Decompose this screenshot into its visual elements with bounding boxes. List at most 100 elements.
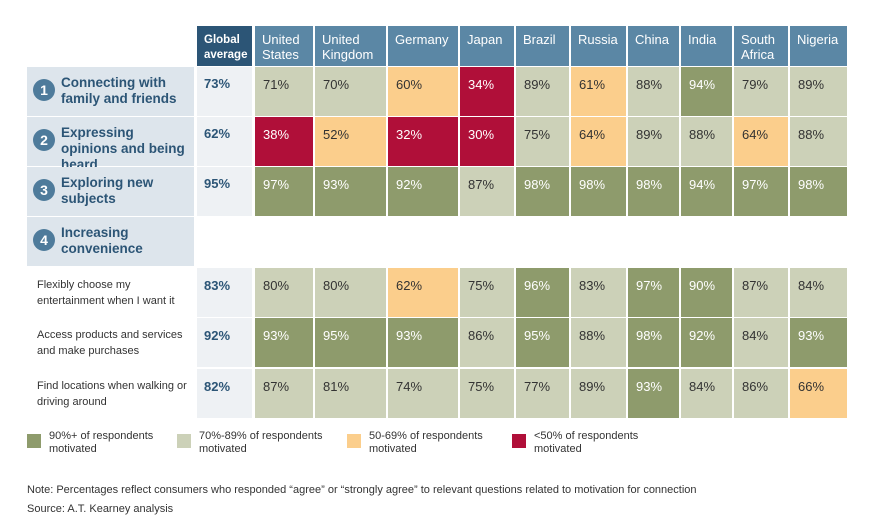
source-note: Source: A.T. Kearney analysis — [27, 503, 174, 515]
table-cell: 61% — [571, 67, 626, 116]
table-cell: 98% — [628, 167, 679, 216]
table-cell: 92% — [681, 318, 732, 367]
table-cell: 98% — [571, 167, 626, 216]
table-cell: 83% — [571, 268, 626, 317]
legend: 90%+ of respondents motivated 70%-89% of… — [0, 428, 873, 460]
column-header: Japan — [460, 26, 514, 66]
column-header: United Kingdom — [315, 26, 386, 66]
global-average-value: 73% — [197, 67, 252, 116]
table-cell: 60% — [388, 67, 458, 116]
legend-label: 90%+ of respondents motivated — [49, 430, 154, 455]
table-cell: 75% — [460, 369, 514, 418]
table-cell: 70% — [315, 67, 386, 116]
column-header: China — [628, 26, 679, 66]
table-cell: 71% — [255, 67, 313, 116]
table-cell: 94% — [681, 67, 732, 116]
row-label: 4 Increasing convenience — [27, 217, 194, 266]
table-cell: 97% — [734, 167, 788, 216]
table-cell: 93% — [790, 318, 847, 367]
legend-swatch — [512, 434, 526, 448]
table-cell: 97% — [628, 268, 679, 317]
legend-label: 70%-89% of respondents motivated — [199, 430, 323, 455]
table-cell: 62% — [388, 268, 458, 317]
table-cell: 89% — [516, 67, 569, 116]
legend-swatch — [27, 434, 41, 448]
global-average-value: 92% — [197, 318, 252, 367]
row-label: Find locations when walking or driving a… — [27, 369, 194, 418]
table-cell: 94% — [681, 167, 732, 216]
motivation-table: Global average United States United Kingdo… — [27, 26, 847, 418]
global-average-value: 95% — [197, 167, 252, 216]
table-cell: 38% — [255, 117, 313, 166]
table-cell: 86% — [734, 369, 788, 418]
table-cell: 93% — [315, 167, 386, 216]
table-cell: 93% — [388, 318, 458, 367]
table-cell: 75% — [516, 117, 569, 166]
table-cell: 74% — [388, 369, 458, 418]
table-cell: 79% — [734, 67, 788, 116]
column-header: United States — [255, 26, 313, 66]
table-cell: 87% — [734, 268, 788, 317]
table-cell: 86% — [460, 318, 514, 367]
table-cell: 80% — [315, 268, 386, 317]
table-cell: 98% — [790, 167, 847, 216]
row-label-text: Expressing opinions and being heard — [61, 125, 185, 172]
table-cell: 95% — [516, 318, 569, 367]
table-cell: 84% — [734, 318, 788, 367]
table-cell: 30% — [460, 117, 514, 166]
table-cell: 90% — [681, 268, 732, 317]
row-label: 3 Exploring new subjects — [27, 167, 194, 216]
table-cell: 87% — [460, 167, 514, 216]
row-label: 2 Expressing opinions and being heard — [27, 117, 194, 172]
table-cell: 88% — [571, 318, 626, 367]
row-number-badge: 3 — [33, 179, 55, 201]
legend-label: 50-69% of respondents motivated — [369, 430, 483, 455]
row-label: Flexibly choose my entertainment when I … — [27, 268, 194, 317]
column-header: Brazil — [516, 26, 569, 66]
row-label: Access products and services and make pu… — [27, 318, 194, 367]
table-cell: 81% — [315, 369, 386, 418]
table-cell: 34% — [460, 67, 514, 116]
table-cell: 66% — [790, 369, 847, 418]
column-header: India — [681, 26, 732, 66]
table-cell: 64% — [734, 117, 788, 166]
row-label-text: Exploring new subjects — [61, 175, 154, 206]
legend-swatch — [347, 434, 361, 448]
table-cell: 80% — [255, 268, 313, 317]
footnote: Note: Percentages reflect consumers who … — [27, 484, 697, 496]
table-cell: 64% — [571, 117, 626, 166]
table-cell: 52% — [315, 117, 386, 166]
table-cell: 88% — [681, 117, 732, 166]
table-cell: 93% — [255, 318, 313, 367]
legend-swatch — [177, 434, 191, 448]
table-cell: 89% — [571, 369, 626, 418]
table-cell: 88% — [790, 117, 847, 166]
table-cell: 84% — [790, 268, 847, 317]
table-cell: 32% — [388, 117, 458, 166]
table-cell: 75% — [460, 268, 514, 317]
row-label: 1 Connecting with family and friends — [27, 67, 194, 116]
table-cell: 84% — [681, 369, 732, 418]
table-cell: 93% — [628, 369, 679, 418]
column-header: Germany — [388, 26, 458, 66]
table-cell: 89% — [628, 117, 679, 166]
table-cell: 98% — [516, 167, 569, 216]
table-cell: 96% — [516, 268, 569, 317]
table-cell: 89% — [790, 67, 847, 116]
global-average-value: 83% — [197, 268, 252, 317]
table-cell: 87% — [255, 369, 313, 418]
global-average-value: 62% — [197, 117, 252, 166]
column-header-global-average: Global average — [197, 26, 252, 66]
table-cell: 77% — [516, 369, 569, 418]
table-cell: 97% — [255, 167, 313, 216]
row-number-badge: 4 — [33, 229, 55, 251]
row-number-badge: 1 — [33, 79, 55, 101]
row-label-text: Increasing convenience — [61, 225, 143, 256]
row-label-text: Connecting with family and friends — [61, 75, 177, 106]
legend-label: <50% of respondents motivated — [534, 430, 639, 455]
column-header: Russia — [571, 26, 626, 66]
column-header: South Africa — [734, 26, 788, 66]
table-cell: 88% — [628, 67, 679, 116]
column-header: Nigeria — [790, 26, 847, 66]
table-cell: 95% — [315, 318, 386, 367]
